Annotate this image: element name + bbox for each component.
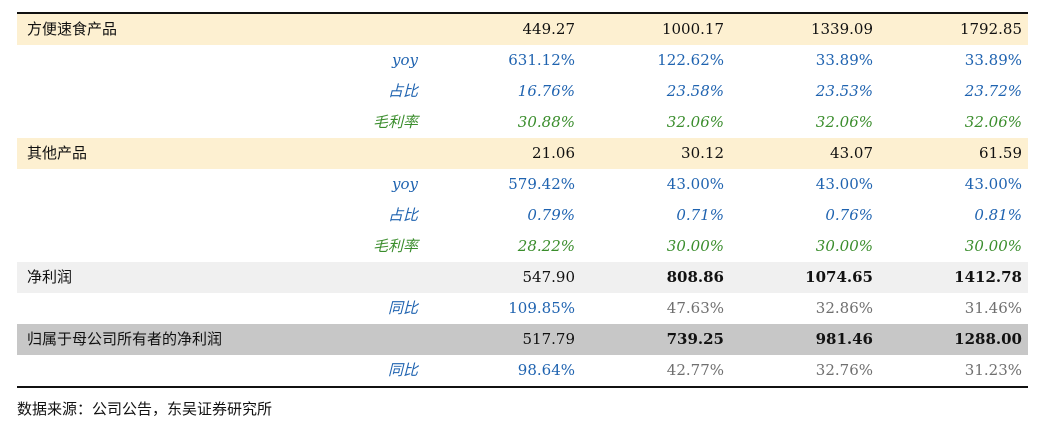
cell-value: 98.64% xyxy=(517,361,575,379)
cell-value: 43.07 xyxy=(730,138,879,169)
cell-value: 517.79 xyxy=(432,324,581,355)
cell-value: 109.85% xyxy=(508,299,575,317)
cell-value: 1792.85 xyxy=(879,14,1028,45)
cell-value: 47.63% xyxy=(666,299,724,317)
table-row-net-profit: 净利润 547.90 808.86 1074.65 1412.78 xyxy=(17,262,1028,293)
cell-value: 547.90 xyxy=(432,262,581,293)
cell-value: 23.72% xyxy=(964,82,1022,100)
cell-value: 981.46 xyxy=(730,324,879,355)
cell-value: 33.89% xyxy=(815,51,873,69)
cell-value: 42.77% xyxy=(666,361,724,379)
cell-value: 1074.65 xyxy=(730,262,879,293)
table-top-rule xyxy=(17,12,1028,14)
financial-table: 方便速食产品 449.27 1000.17 1339.09 1792.85 yo… xyxy=(17,14,1028,386)
cell-value: 0.81% xyxy=(974,206,1022,224)
cell-value: 32.86% xyxy=(815,299,873,317)
cell-value: 43.00% xyxy=(815,175,873,193)
cell-value: 33.89% xyxy=(964,51,1022,69)
row-label: 方便速食产品 xyxy=(17,14,432,45)
table-bottom-rule xyxy=(17,386,1028,388)
table-row-other-products-share: 占比 0.79% 0.71% 0.76% 0.81% xyxy=(17,200,1028,231)
cell-value: 1288.00 xyxy=(879,324,1028,355)
row-label: 归属于母公司所有者的净利润 xyxy=(17,324,432,355)
table-row-instant-food-margin: 毛利率 30.88% 32.06% 32.06% 32.06% xyxy=(17,107,1028,138)
cell-value: 0.76% xyxy=(825,206,873,224)
row-label: 同比 xyxy=(387,299,418,317)
cell-value: 28.22% xyxy=(517,237,575,255)
row-label: 净利润 xyxy=(17,262,432,293)
row-label: yoy xyxy=(392,51,418,69)
row-label: 其他产品 xyxy=(17,138,432,169)
cell-value: 30.00% xyxy=(964,237,1022,255)
table-row-instant-food: 方便速食产品 449.27 1000.17 1339.09 1792.85 xyxy=(17,14,1028,45)
table-row-other-products-yoy: yoy 579.42% 43.00% 43.00% 43.00% xyxy=(17,169,1028,200)
table-row-attributable-net-profit-yoy: 同比 98.64% 42.77% 32.76% 31.23% xyxy=(17,355,1028,386)
table-row-instant-food-yoy: yoy 631.12% 122.62% 33.89% 33.89% xyxy=(17,45,1028,76)
cell-value: 579.42% xyxy=(508,175,575,193)
table-row-net-profit-yoy: 同比 109.85% 47.63% 32.86% 31.46% xyxy=(17,293,1028,324)
cell-value: 0.71% xyxy=(676,206,724,224)
cell-value: 1000.17 xyxy=(581,14,730,45)
cell-value: 30.12 xyxy=(581,138,730,169)
row-label: 毛利率 xyxy=(372,237,418,255)
cell-value: 21.06 xyxy=(432,138,581,169)
data-source-note: 数据来源：公司公告，东吴证券研究所 xyxy=(17,400,273,418)
table-row-other-products: 其他产品 21.06 30.12 43.07 61.59 xyxy=(17,138,1028,169)
cell-value: 23.58% xyxy=(666,82,724,100)
financial-table-container: 方便速食产品 449.27 1000.17 1339.09 1792.85 yo… xyxy=(17,12,1028,388)
cell-value: 739.25 xyxy=(581,324,730,355)
table-row-instant-food-share: 占比 16.76% 23.58% 23.53% 23.72% xyxy=(17,76,1028,107)
cell-value: 31.23% xyxy=(964,361,1022,379)
cell-value: 631.12% xyxy=(508,51,575,69)
cell-value: 31.46% xyxy=(964,299,1022,317)
cell-value: 808.86 xyxy=(581,262,730,293)
row-label: 同比 xyxy=(387,361,418,379)
cell-value: 61.59 xyxy=(879,138,1028,169)
cell-value: 449.27 xyxy=(432,14,581,45)
row-label: 毛利率 xyxy=(372,113,418,131)
row-label: 占比 xyxy=(387,206,418,224)
row-label: yoy xyxy=(392,175,418,193)
cell-value: 122.62% xyxy=(657,51,724,69)
cell-value: 1412.78 xyxy=(879,262,1028,293)
cell-value: 16.76% xyxy=(517,82,575,100)
cell-value: 43.00% xyxy=(964,175,1022,193)
cell-value: 32.76% xyxy=(815,361,873,379)
row-label: 占比 xyxy=(387,82,418,100)
cell-value: 30.00% xyxy=(815,237,873,255)
cell-value: 32.06% xyxy=(815,113,873,131)
cell-value: 43.00% xyxy=(666,175,724,193)
cell-value: 30.00% xyxy=(666,237,724,255)
cell-value: 1339.09 xyxy=(730,14,879,45)
cell-value: 32.06% xyxy=(666,113,724,131)
cell-value: 23.53% xyxy=(815,82,873,100)
table-row-attributable-net-profit: 归属于母公司所有者的净利润 517.79 739.25 981.46 1288.… xyxy=(17,324,1028,355)
table-row-other-products-margin: 毛利率 28.22% 30.00% 30.00% 30.00% xyxy=(17,231,1028,262)
cell-value: 0.79% xyxy=(527,206,575,224)
cell-value: 32.06% xyxy=(964,113,1022,131)
cell-value: 30.88% xyxy=(517,113,575,131)
